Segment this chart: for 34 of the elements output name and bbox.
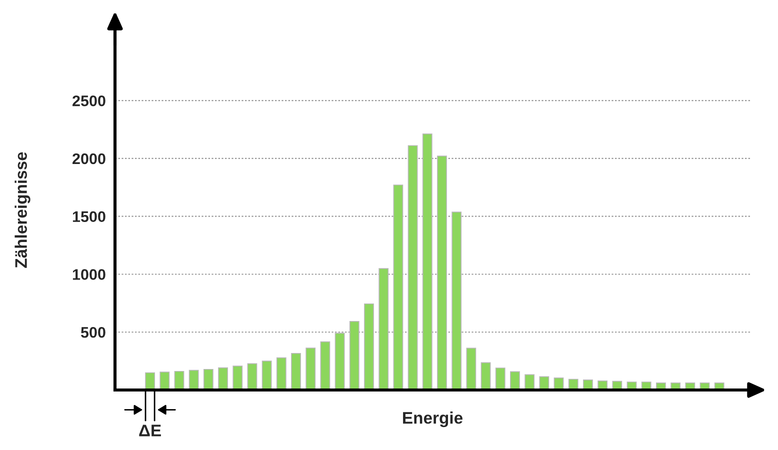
bar [452,212,462,390]
bar [188,370,199,390]
text: ΔE [139,424,161,436]
bar [495,368,506,390]
bar [408,145,418,390]
bar [334,332,345,390]
bar [203,368,214,390]
bar [378,268,389,390]
y-tick-label: 1500 [72,211,106,222]
bar [160,372,170,390]
y-tick-label: 2500 [72,95,106,106]
bar [247,363,258,390]
bar [262,360,272,390]
bar [480,362,491,390]
bar [218,367,228,390]
bar [437,156,447,390]
bar [320,341,330,390]
bar [393,184,404,390]
bar [364,303,374,390]
x-axis-title: Energie [403,412,462,428]
bar [510,371,520,390]
bar [466,348,476,390]
bar [306,348,316,390]
bar [422,134,432,390]
bar [276,357,286,390]
y-tick-label: 1000 [72,269,106,280]
y-axis-title: Zählereignisse [14,152,30,268]
bar [349,321,360,390]
bar [232,366,243,390]
bar [291,353,301,390]
y-tick-label: 2000 [72,153,106,164]
bar [145,372,155,390]
bar [524,374,535,390]
y-tick-label: 500 [80,326,106,338]
